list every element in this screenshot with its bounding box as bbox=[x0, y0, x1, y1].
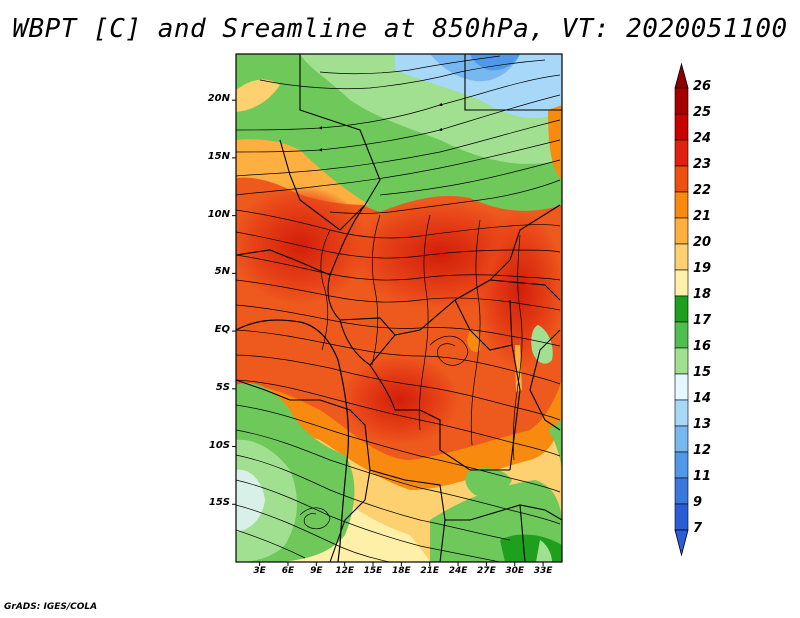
colorbar-label: 12 bbox=[693, 443, 712, 458]
colorbar-label: 9 bbox=[693, 495, 703, 510]
colorbar-label: 19 bbox=[693, 261, 712, 276]
colorbar bbox=[674, 62, 689, 557]
colorbar-segment bbox=[674, 113, 689, 141]
colorbar-top-arrow bbox=[674, 62, 689, 89]
axis-ticks bbox=[232, 99, 544, 566]
colorbar-label: 11 bbox=[693, 469, 712, 484]
lon-label: 6E bbox=[281, 566, 295, 576]
chart-title: WBPT [C] and Sreamline at 850hPa, VT: 20… bbox=[12, 14, 788, 44]
colorbar-label: 16 bbox=[693, 339, 712, 354]
colorbar-label: 25 bbox=[693, 105, 712, 120]
wbpt-field bbox=[236, 54, 562, 562]
colorbar-segment bbox=[674, 87, 689, 115]
colorbar-segment bbox=[674, 139, 689, 167]
lon-label: 9E bbox=[310, 566, 323, 576]
grads-credit: GrADS: IGES/COLA bbox=[4, 602, 98, 612]
colorbar-label: 20 bbox=[693, 235, 712, 250]
lon-label: 33E bbox=[533, 566, 553, 576]
lon-label: 27E bbox=[477, 566, 496, 576]
lat-label: EQ bbox=[214, 324, 230, 336]
colorbar-label: 22 bbox=[693, 183, 712, 198]
colorbar-label: 23 bbox=[693, 157, 712, 172]
colorbar-segment bbox=[674, 165, 689, 193]
colorbar-segment bbox=[674, 243, 689, 271]
lat-label: 10N bbox=[207, 208, 230, 220]
colorbar-segment bbox=[674, 399, 689, 427]
colorbar-label: 7 bbox=[693, 521, 703, 536]
lat-label: 15N bbox=[207, 150, 230, 162]
colorbar-segment bbox=[674, 295, 689, 323]
lat-label: 5N bbox=[214, 266, 230, 278]
lon-label: 21E bbox=[420, 566, 440, 576]
colorbar-segment bbox=[674, 373, 689, 401]
colorbar-bottom-arrow bbox=[674, 529, 689, 557]
colorbar-segment bbox=[674, 425, 689, 453]
colorbar-label: 17 bbox=[693, 313, 712, 328]
colorbar-segment bbox=[674, 347, 689, 375]
colorbar-label: 13 bbox=[693, 417, 712, 432]
lon-label: 24E bbox=[448, 566, 468, 576]
colorbar-label: 21 bbox=[693, 209, 712, 224]
colorbar-segment bbox=[674, 191, 689, 219]
colorbar-segment bbox=[674, 269, 689, 297]
lon-label: 30E bbox=[505, 566, 525, 576]
colorbar-label: 26 bbox=[693, 79, 712, 94]
country-borders bbox=[236, 54, 562, 562]
lat-label: 20N bbox=[207, 93, 230, 105]
colorbar-segment bbox=[674, 477, 689, 505]
colorbar-label: 24 bbox=[693, 131, 712, 146]
colorbar-segment bbox=[674, 503, 689, 531]
lon-label: 15E bbox=[363, 566, 383, 576]
lon-label: 12E bbox=[335, 566, 354, 576]
colorbar-label: 15 bbox=[693, 365, 712, 380]
colorbar-segment bbox=[674, 217, 689, 245]
streamlines bbox=[236, 55, 561, 562]
lon-label: 18E bbox=[392, 566, 411, 576]
colorbar-segment bbox=[674, 451, 689, 479]
lat-label: 10S bbox=[208, 439, 230, 451]
colorbar-segment bbox=[674, 321, 689, 349]
lat-label: 15S bbox=[208, 497, 230, 509]
lon-label: 3E bbox=[253, 566, 266, 576]
colorbar-label: 14 bbox=[693, 391, 712, 406]
lat-label: 5S bbox=[215, 381, 230, 393]
colorbar-label: 18 bbox=[693, 287, 712, 302]
